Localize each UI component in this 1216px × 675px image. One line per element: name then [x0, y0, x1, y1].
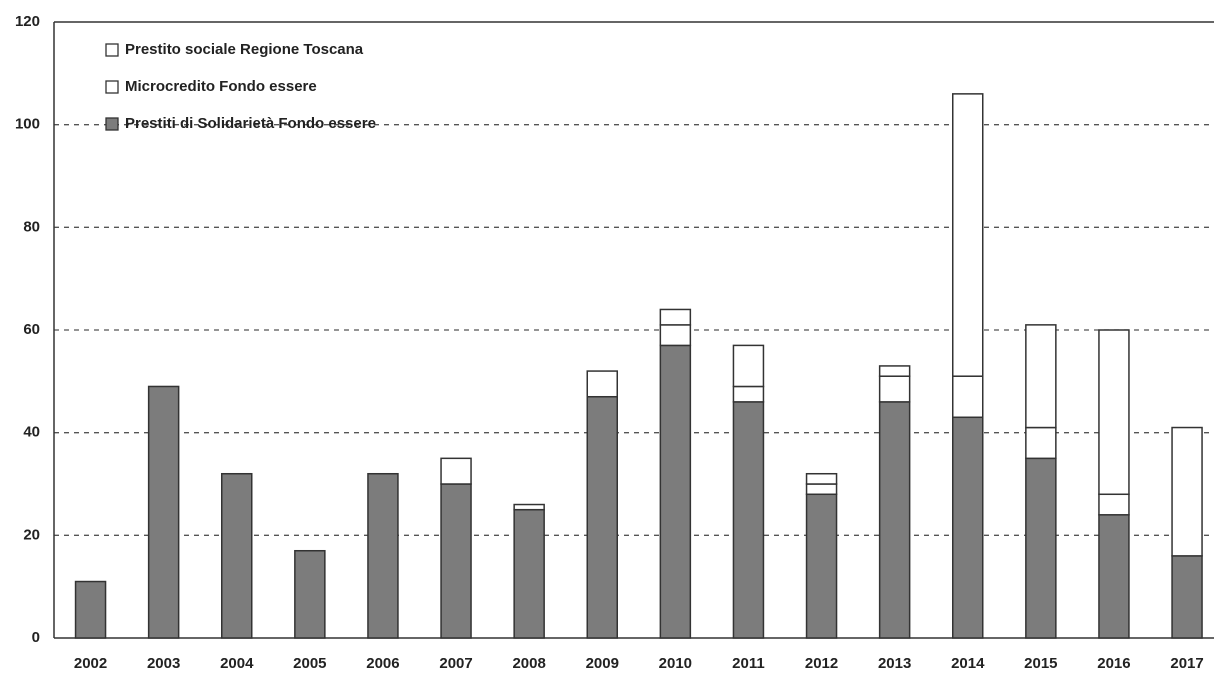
- legend-swatch: [105, 43, 119, 57]
- y-tick-label: 40: [23, 424, 40, 441]
- bar-segment: [952, 416, 984, 639]
- bar-segment: [440, 483, 472, 639]
- bar-segment: [1171, 426, 1203, 557]
- y-tick-label: 120: [15, 13, 40, 30]
- x-tick-label: 2017: [1170, 655, 1203, 672]
- bar-segment: [586, 370, 618, 398]
- bar-segment: [659, 308, 692, 326]
- y-tick-label: 0: [32, 629, 40, 646]
- legend-label: Microcredito Fondo essere: [125, 78, 317, 95]
- bar-segment: [732, 401, 765, 639]
- bar-segment: [805, 483, 838, 496]
- bar-segment: [513, 503, 545, 511]
- x-tick-label: 2005: [293, 655, 326, 672]
- bar-segment: [1025, 324, 1057, 429]
- bar-segment: [147, 385, 180, 639]
- bar-segment: [440, 457, 472, 485]
- legend-swatch: [105, 80, 119, 94]
- bar-segment: [732, 344, 765, 388]
- x-tick-label: 2004: [220, 655, 254, 672]
- bar-segment: [878, 365, 911, 377]
- bar-segment: [659, 344, 692, 639]
- x-tick-label: 2016: [1097, 655, 1130, 672]
- x-tick-label: 2008: [512, 655, 545, 672]
- y-tick-label: 20: [23, 526, 40, 543]
- y-tick-label: 100: [15, 116, 40, 133]
- x-tick-label: 2007: [439, 655, 472, 672]
- x-tick-label: 2011: [732, 655, 765, 672]
- x-tick-label: 2009: [586, 655, 619, 672]
- x-tick-label: 2013: [878, 655, 911, 672]
- bar-segment: [1098, 329, 1130, 496]
- bar-segment: [878, 401, 911, 639]
- bar-segment: [805, 493, 838, 639]
- bar-segment: [586, 395, 618, 639]
- y-tick-label: 80: [23, 218, 40, 235]
- x-tick-label: 2012: [805, 655, 838, 672]
- bar-segment: [74, 580, 107, 639]
- legend-label: Prestiti di Solidarietà Fondo essere: [125, 115, 376, 132]
- bar-segment: [1098, 493, 1130, 516]
- bar-segment: [659, 324, 692, 347]
- x-tick-label: 2003: [147, 655, 180, 672]
- legend-label: Prestito sociale Regione Toscana: [125, 41, 364, 58]
- bar-segment: [732, 385, 765, 403]
- x-tick-label: 2015: [1024, 655, 1057, 672]
- x-tick-label: 2010: [659, 655, 692, 672]
- bar-segment: [1025, 457, 1057, 639]
- bar-segment: [952, 375, 984, 419]
- bar-segment: [221, 472, 253, 639]
- x-tick-label: 2006: [366, 655, 399, 672]
- x-tick-label: 2014: [951, 655, 985, 672]
- bar-segment: [367, 472, 399, 639]
- bar-segment: [1025, 426, 1057, 460]
- bar-segment: [1098, 514, 1130, 639]
- bar-segment: [513, 508, 545, 639]
- bar-segment: [1171, 555, 1203, 639]
- bar-segment: [805, 472, 838, 485]
- bar-segment: [878, 375, 911, 403]
- bar-segment: [952, 93, 984, 377]
- y-tick-label: 60: [23, 321, 40, 338]
- x-tick-label: 2002: [74, 655, 107, 672]
- legend-swatch: [105, 117, 119, 131]
- bar-segment: [294, 549, 326, 639]
